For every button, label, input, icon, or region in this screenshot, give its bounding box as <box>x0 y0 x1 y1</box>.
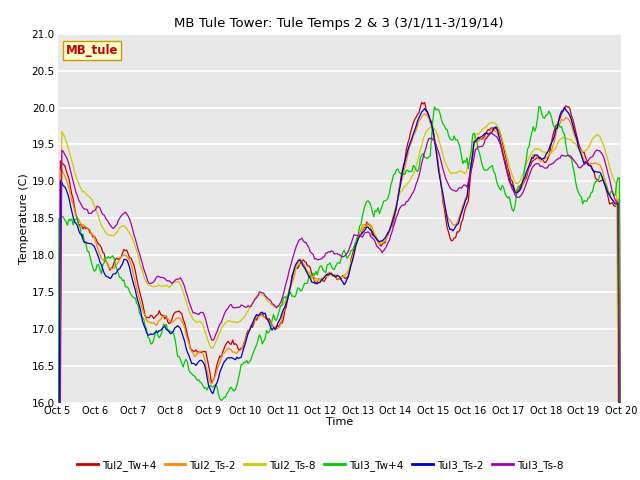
Tul3_Tw+4 <box>535 104 543 109</box>
Tul3_Ts-8 <box>463 184 471 190</box>
Tul2_Tw+4 <box>465 198 472 204</box>
Tul3_Ts-8 <box>237 302 245 308</box>
Tul2_Ts-2 <box>276 321 284 327</box>
Tul2_Tw+4 <box>408 125 416 131</box>
Tul2_Ts-8 <box>237 318 245 324</box>
Tul3_Tw+4 <box>460 158 468 164</box>
Tul2_Tw+4 <box>418 99 426 105</box>
Tul3_Ts-2 <box>276 315 284 321</box>
Line: Tul2_Ts-8: Tul2_Ts-8 <box>58 122 621 480</box>
Tul3_Tw+4 <box>408 168 416 174</box>
Tul3_Ts-8 <box>487 130 495 135</box>
Tul3_Ts-2 <box>237 355 245 360</box>
Tul3_Tw+4 <box>122 284 129 289</box>
Tul2_Ts-2 <box>465 181 472 187</box>
Legend: Tul2_Tw+4, Tul2_Ts-2, Tul2_Ts-8, Tul3_Tw+4, Tul3_Ts-2, Tul3_Ts-8: Tul2_Tw+4, Tul2_Ts-2, Tul2_Ts-8, Tul3_Tw… <box>72 456 568 475</box>
Tul2_Tw+4 <box>122 248 129 253</box>
Tul3_Ts-2 <box>463 195 471 201</box>
Tul3_Ts-2 <box>460 202 468 208</box>
Tul3_Tw+4 <box>276 303 284 309</box>
Tul2_Ts-8 <box>463 167 471 172</box>
Tul3_Ts-2 <box>408 136 416 142</box>
Y-axis label: Temperature (C): Temperature (C) <box>19 173 29 264</box>
Tul2_Ts-2 <box>420 111 428 117</box>
Tul2_Ts-2 <box>237 347 245 352</box>
Tul2_Ts-8 <box>276 303 284 309</box>
Title: MB Tule Tower: Tule Temps 2 & 3 (3/1/11-3/19/14): MB Tule Tower: Tule Temps 2 & 3 (3/1/11-… <box>175 17 504 30</box>
Line: Tul3_Ts-8: Tul3_Ts-8 <box>58 132 621 480</box>
Tul2_Ts-8 <box>408 174 416 180</box>
Line: Tul2_Ts-2: Tul2_Ts-2 <box>58 114 621 480</box>
Line: Tul3_Ts-2: Tul3_Ts-2 <box>58 108 621 480</box>
Tul3_Ts-2 <box>122 257 129 263</box>
Tul2_Ts-8 <box>490 120 498 125</box>
Text: MB_tule: MB_tule <box>66 44 118 57</box>
Line: Tul3_Tw+4: Tul3_Tw+4 <box>58 107 621 480</box>
Tul2_Ts-8 <box>460 170 468 176</box>
X-axis label: Time: Time <box>326 418 353 427</box>
Tul2_Ts-8 <box>122 224 129 230</box>
Tul3_Tw+4 <box>463 155 471 161</box>
Tul2_Ts-2 <box>122 253 129 259</box>
Tul3_Ts-8 <box>276 300 284 305</box>
Tul3_Ts-8 <box>122 209 129 215</box>
Tul2_Ts-2 <box>461 195 469 201</box>
Tul2_Tw+4 <box>461 205 469 211</box>
Tul2_Tw+4 <box>276 320 284 325</box>
Tul3_Ts-8 <box>408 192 416 197</box>
Tul2_Ts-2 <box>408 139 416 144</box>
Tul3_Ts-8 <box>460 182 468 188</box>
Tul2_Tw+4 <box>237 345 245 351</box>
Tul3_Tw+4 <box>237 362 245 368</box>
Tul3_Ts-2 <box>561 105 568 110</box>
Line: Tul2_Tw+4: Tul2_Tw+4 <box>58 102 621 480</box>
